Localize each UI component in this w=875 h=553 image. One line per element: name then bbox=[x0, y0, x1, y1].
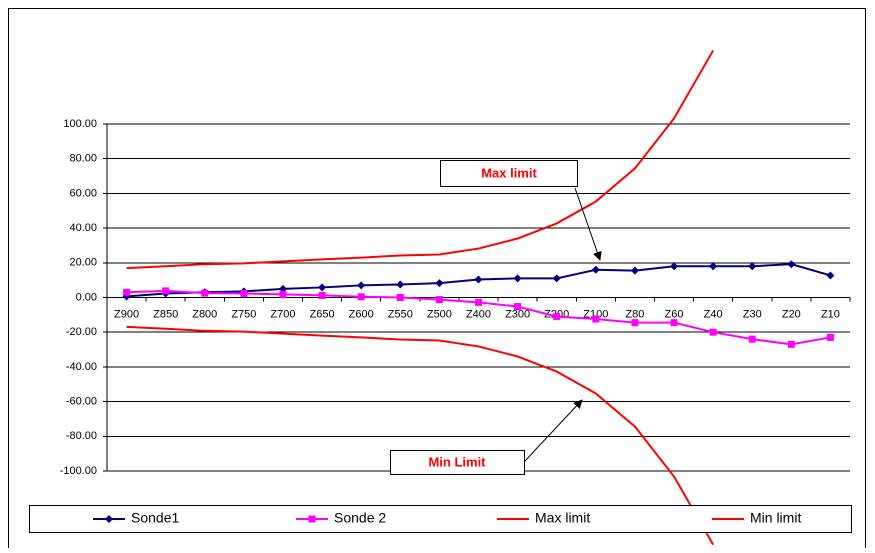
annotation-arrow bbox=[574, 187, 602, 261]
point bbox=[670, 262, 679, 271]
legend-label: Min limit bbox=[750, 510, 801, 526]
point bbox=[514, 303, 522, 311]
annotation-box bbox=[440, 160, 578, 187]
point bbox=[553, 313, 561, 321]
legend-label: Max limit bbox=[535, 510, 590, 526]
x-tick-label: Z100 bbox=[583, 308, 608, 320]
y-tick-label: 20.00 bbox=[69, 257, 97, 269]
point bbox=[279, 290, 287, 298]
x-tick-label: Z550 bbox=[388, 308, 413, 320]
point bbox=[591, 265, 600, 274]
x-tick-label: Z20 bbox=[782, 308, 801, 320]
point bbox=[826, 271, 835, 280]
x-tick-label: Z30 bbox=[743, 308, 762, 320]
y-tick-label: 60.00 bbox=[69, 187, 97, 199]
point bbox=[396, 280, 405, 289]
point bbox=[552, 274, 561, 283]
point bbox=[748, 262, 757, 271]
x-tick-label: Z60 bbox=[665, 308, 684, 320]
point bbox=[396, 294, 404, 301]
plot-area: -100.00 -80.00 -60.00 -40.00 -20.00 0.00 20.00… bbox=[60, 49, 851, 546]
point bbox=[592, 315, 600, 323]
x-tick-label: Z40 bbox=[704, 308, 723, 320]
point bbox=[201, 289, 209, 297]
x-tick-label: Z400 bbox=[466, 308, 491, 320]
y-tick-label: -20.00 bbox=[66, 326, 97, 338]
point bbox=[318, 291, 326, 299]
y-tick-label: 80.00 bbox=[69, 153, 97, 165]
x-tick-label: Z900 bbox=[114, 308, 139, 320]
point bbox=[670, 319, 678, 327]
x-tick-label: Z850 bbox=[153, 308, 178, 320]
x-tick-label: Z600 bbox=[349, 308, 374, 320]
point bbox=[162, 287, 170, 295]
point bbox=[318, 283, 327, 292]
legend-items: Sonde1 Sonde 2 Max limit Min limit bbox=[93, 510, 801, 526]
y-tick-label: 0.00 bbox=[76, 291, 97, 303]
point bbox=[278, 284, 287, 293]
x-tick-label: Z500 bbox=[427, 308, 452, 320]
point bbox=[240, 290, 248, 298]
x-tick-label: Z80 bbox=[625, 308, 644, 320]
annotation-box bbox=[390, 450, 525, 475]
x-tick-label: Z750 bbox=[231, 308, 256, 320]
point bbox=[513, 274, 522, 283]
point bbox=[475, 298, 482, 306]
point bbox=[787, 260, 796, 269]
annotation-arrow bbox=[523, 399, 583, 463]
point bbox=[357, 281, 366, 290]
point bbox=[631, 319, 639, 327]
x-tick-label: Z300 bbox=[505, 308, 530, 320]
annotation: Max limit bbox=[481, 165, 537, 180]
x-tick-label: Z10 bbox=[821, 308, 840, 320]
y-tick-label: 100.00 bbox=[63, 118, 97, 130]
x-tick-label: Z650 bbox=[310, 308, 335, 320]
point bbox=[709, 328, 717, 336]
series-line bbox=[126, 49, 714, 270]
x-tick-label: Z700 bbox=[270, 308, 295, 320]
x-tick-label: Z800 bbox=[192, 308, 217, 320]
y-tick-label: 40.00 bbox=[69, 222, 97, 234]
point bbox=[787, 340, 795, 348]
y-tick-label: -80.00 bbox=[66, 430, 97, 442]
series-line bbox=[126, 325, 714, 546]
point bbox=[748, 335, 756, 343]
point bbox=[308, 515, 316, 523]
point bbox=[474, 275, 483, 284]
legend-label: Sonde 2 bbox=[334, 510, 386, 526]
legend-label: Sonde1 bbox=[131, 510, 179, 526]
point bbox=[826, 333, 834, 341]
point bbox=[105, 515, 113, 523]
y-tick-label: -40.00 bbox=[66, 361, 97, 373]
point bbox=[630, 266, 639, 275]
point bbox=[357, 293, 365, 301]
point bbox=[123, 288, 131, 296]
point bbox=[435, 296, 443, 304]
point bbox=[435, 279, 444, 288]
y-tick-label: -60.00 bbox=[66, 396, 97, 408]
annotation: Min Limit bbox=[428, 454, 486, 469]
point bbox=[709, 262, 718, 271]
y-tick-label: -100.00 bbox=[60, 465, 97, 477]
